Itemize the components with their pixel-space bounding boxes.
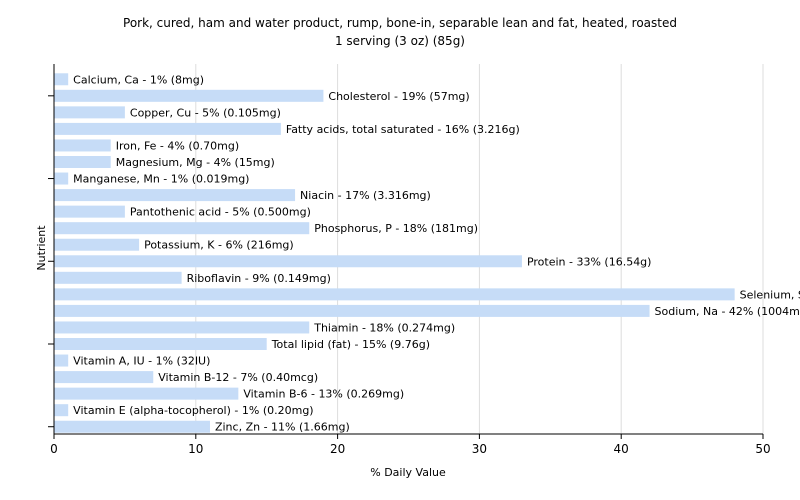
bar — [54, 205, 125, 218]
bar-label: Vitamin A, IU - 1% (32IU) — [73, 355, 210, 368]
x-axis-ticks: 0 10 20 30 40 50 — [50, 434, 771, 456]
bar — [54, 238, 140, 251]
grid-lines — [195, 64, 764, 434]
bar — [54, 73, 69, 86]
bar-label: Thiamin - 18% (0.274mg) — [313, 321, 455, 334]
bar — [54, 304, 650, 317]
x-axis-label: % Daily Value — [370, 466, 446, 479]
bar-label: Potassium, K - 6% (216mg) — [144, 239, 294, 252]
bar-label: Total lipid (fat) - 15% (9.76g) — [271, 338, 430, 351]
bar-label: Riboflavin - 9% (0.149mg) — [187, 272, 331, 285]
bar-label: Zinc, Zn - 11% (1.66mg) — [215, 421, 350, 434]
chart-title: Pork, cured, ham and water product, rump… — [123, 16, 677, 30]
bar-label: Manganese, Mn - 1% (0.019mg) — [73, 173, 249, 186]
bar — [54, 288, 735, 301]
bar-label: Calcium, Ca - 1% (8mg) — [73, 73, 204, 86]
bar — [54, 156, 111, 168]
bar-label: Phosphorus, P - 18% (181mg) — [314, 222, 478, 235]
x-tick-label: 0 — [50, 442, 58, 456]
bar-label: Fatty acids, total saturated - 16% (3.21… — [286, 123, 520, 136]
bar-label: Cholesterol - 19% (57mg) — [328, 90, 469, 103]
bar-label: Protein - 33% (16.54g) — [527, 255, 652, 268]
bar — [54, 255, 522, 268]
bar — [54, 222, 310, 235]
bar — [54, 106, 125, 119]
x-tick-label: 40 — [614, 442, 629, 456]
chart-subtitle: 1 serving (3 oz) (85g) — [335, 34, 465, 48]
bar-series: Calcium, Ca - 1% (8mg) Cholesterol - 19% … — [54, 73, 800, 434]
x-tick-label: 30 — [472, 442, 487, 456]
bar-label: Niacin - 17% (3.316mg) — [300, 189, 431, 202]
x-tick-label: 50 — [755, 442, 770, 456]
bar — [54, 172, 69, 185]
bar — [54, 387, 239, 400]
bar — [54, 420, 210, 433]
x-tick-label: 10 — [188, 442, 203, 456]
bar — [54, 271, 182, 284]
bar — [54, 321, 310, 334]
bar-label: Copper, Cu - 5% (0.105mg) — [130, 106, 281, 119]
y-axis-label: Nutrient — [35, 225, 48, 271]
bar-label: Vitamin B-6 - 13% (0.269mg) — [243, 388, 404, 401]
bar-label: Vitamin E (alpha-tocopherol) - 1% (0.20m… — [73, 404, 313, 417]
bar — [54, 354, 69, 367]
bar — [54, 89, 324, 102]
bar-label: Selenium, Se - 48% (33.5mcg) — [740, 288, 800, 301]
bar-label: Vitamin B-12 - 7% (0.40mcg) — [158, 371, 318, 384]
bar-label: Iron, Fe - 4% (0.70mg) — [116, 139, 239, 152]
bar-label: Sodium, Na - 42% (1004mg) — [655, 305, 800, 318]
bar — [54, 189, 296, 202]
x-tick-label: 20 — [330, 442, 345, 456]
bar — [54, 404, 69, 417]
axes — [48, 64, 763, 435]
bar — [54, 122, 281, 135]
bar-label: Pantothenic acid - 5% (0.500mg) — [130, 206, 311, 219]
bar — [54, 371, 154, 384]
bar — [54, 338, 267, 350]
bar-label: Magnesium, Mg - 4% (15mg) — [116, 156, 275, 169]
bar — [54, 139, 111, 152]
